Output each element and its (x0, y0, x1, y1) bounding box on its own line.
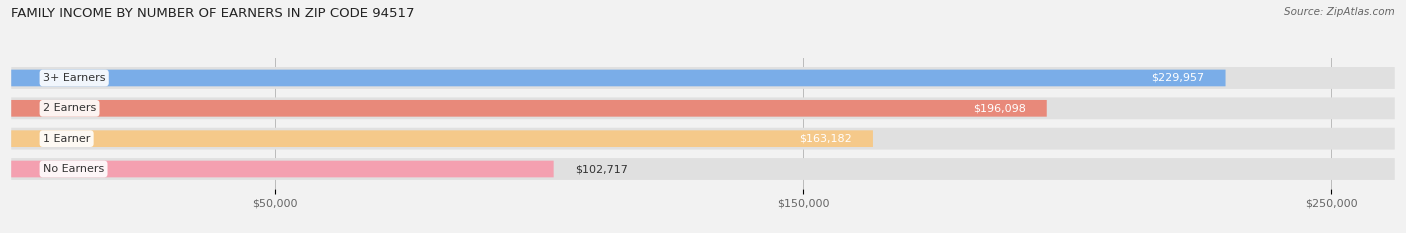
Text: $229,957: $229,957 (1152, 73, 1205, 83)
FancyBboxPatch shape (11, 97, 1395, 119)
Text: Source: ZipAtlas.com: Source: ZipAtlas.com (1284, 7, 1395, 17)
FancyBboxPatch shape (11, 130, 873, 147)
FancyBboxPatch shape (11, 128, 1395, 150)
Text: 1 Earner: 1 Earner (44, 134, 90, 144)
FancyBboxPatch shape (11, 67, 1395, 89)
Text: 3+ Earners: 3+ Earners (44, 73, 105, 83)
FancyBboxPatch shape (11, 70, 1226, 86)
Text: FAMILY INCOME BY NUMBER OF EARNERS IN ZIP CODE 94517: FAMILY INCOME BY NUMBER OF EARNERS IN ZI… (11, 7, 415, 20)
FancyBboxPatch shape (11, 100, 1046, 117)
Text: 2 Earners: 2 Earners (44, 103, 96, 113)
Text: $102,717: $102,717 (575, 164, 627, 174)
FancyBboxPatch shape (11, 161, 554, 177)
Text: $196,098: $196,098 (973, 103, 1025, 113)
FancyBboxPatch shape (11, 158, 1395, 180)
Text: No Earners: No Earners (44, 164, 104, 174)
Text: $163,182: $163,182 (799, 134, 852, 144)
